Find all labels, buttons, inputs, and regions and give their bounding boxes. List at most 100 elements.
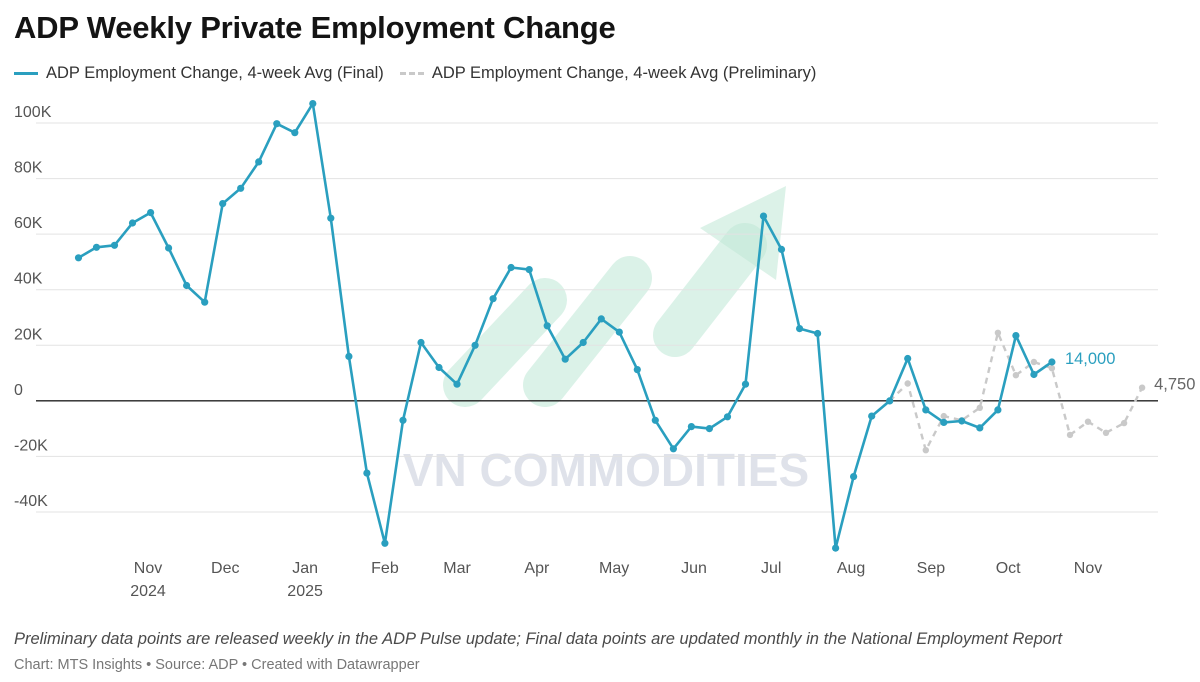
- x-tick-label: Oct: [996, 560, 1021, 577]
- data-point-preliminary: [940, 412, 947, 420]
- y-tick-label: 100K: [14, 104, 52, 121]
- watermark: VN COMMODITIES: [403, 186, 809, 496]
- y-tick-label: -20K: [14, 437, 48, 454]
- data-point-final: [128, 219, 137, 227]
- data-point-final: [723, 413, 732, 421]
- data-point-final: [435, 363, 443, 372]
- data-point-final: [92, 243, 101, 251]
- legend-label-final: ADP Employment Change, 4-week Avg (Final…: [46, 64, 384, 82]
- data-point-final: [255, 158, 263, 166]
- data-point-final: [579, 338, 587, 347]
- data-point-final: [777, 245, 786, 253]
- chart-series: [74, 100, 1146, 552]
- data-point-preliminary: [1030, 358, 1038, 366]
- end-labels: 14,000 4,750: [1065, 350, 1195, 394]
- data-point-final: [1012, 332, 1020, 340]
- data-point-final: [74, 254, 83, 262]
- data-point-preliminary: [1066, 431, 1074, 439]
- data-point-final: [453, 380, 461, 388]
- legend-label-preliminary: ADP Employment Change, 4-week Avg (Preli…: [431, 64, 817, 82]
- legend-item-final: ADP Employment Change, 4-week Avg (Final…: [14, 64, 384, 83]
- data-point-final: [489, 295, 497, 303]
- data-point-preliminary: [1102, 429, 1110, 436]
- data-point-final: [741, 380, 750, 388]
- x-tick-label: Nov: [1074, 560, 1102, 577]
- x-tick-label: Mar: [443, 560, 471, 577]
- x-tick-year-label: 2025: [287, 583, 323, 600]
- y-tick-label: 80K: [14, 160, 43, 177]
- data-point-final: [1030, 370, 1038, 379]
- data-point-final: [994, 406, 1002, 414]
- data-point-final: [507, 263, 515, 272]
- data-point-final: [904, 354, 912, 363]
- data-point-final: [561, 355, 569, 363]
- data-point-final: [597, 315, 605, 323]
- chart-credit: Chart: MTS Insights • Source: ADP • Crea…: [14, 657, 420, 673]
- data-point-preliminary: [1084, 418, 1092, 425]
- data-point-final: [309, 100, 317, 108]
- chart-title: ADP Weekly Private Employment Change: [14, 10, 616, 45]
- x-tick-label: Sep: [917, 560, 946, 577]
- data-point-final: [471, 341, 479, 349]
- x-tick-label: Nov: [134, 560, 162, 577]
- data-point-preliminary: [1048, 365, 1056, 372]
- data-point-final: [832, 544, 840, 552]
- x-axis: Nov 2024 Dec Jan 2025 Feb Mar Apr May Jun Jul Aug Se…: [130, 560, 1102, 600]
- data-point-final: [922, 406, 930, 414]
- data-point-final: [669, 445, 678, 453]
- y-tick-label: -40K: [14, 493, 48, 510]
- watermark-bar-1: [443, 278, 567, 407]
- data-point-final: [237, 184, 245, 192]
- data-point-final: [363, 469, 371, 477]
- data-point-preliminary: [976, 404, 983, 411]
- watermark-arrow-icon: [700, 186, 786, 280]
- chart-grid: [36, 122, 1158, 513]
- data-point-preliminary: [1012, 372, 1020, 379]
- data-point-final: [525, 266, 533, 274]
- data-point-final: [1048, 358, 1056, 366]
- data-point-final: [615, 328, 623, 336]
- legend-swatch-final: [14, 72, 38, 75]
- data-point-final: [976, 424, 984, 432]
- data-point-final: [219, 200, 227, 208]
- y-tick-label: 40K: [14, 271, 43, 288]
- x-tick-label: May: [599, 560, 629, 577]
- x-tick-label: Jul: [761, 560, 781, 577]
- x-tick-year-label: 2024: [130, 583, 166, 600]
- data-point-preliminary: [994, 329, 1002, 336]
- data-point-preliminary: [1120, 419, 1128, 427]
- data-point-final: [381, 539, 389, 547]
- chart-legend: ADP Employment Change, 4-week Avg (Final…: [14, 64, 832, 83]
- data-point-final: [759, 212, 768, 220]
- x-tick-label: Jan: [292, 560, 318, 577]
- data-point-final: [273, 120, 281, 128]
- data-point-final: [399, 416, 407, 424]
- y-tick-label: 60K: [14, 215, 43, 232]
- y-axis: -40K -20K 0 20K 40K 60K 80K 100K: [14, 104, 52, 510]
- line-chart: VN COMMODITIES -40K -20K 0 20K 40K 60K 80K 100K…: [14, 100, 1195, 600]
- data-point-final: [940, 418, 948, 426]
- x-tick-label: Feb: [371, 560, 399, 577]
- data-point-final: [850, 473, 858, 481]
- data-point-final: [651, 416, 659, 424]
- data-point-final: [705, 425, 714, 433]
- watermark-bar-2: [523, 256, 652, 407]
- series-line-preliminary: [888, 331, 1144, 452]
- x-tick-label: Dec: [211, 560, 239, 577]
- end-label-preliminary: 4,750: [1154, 376, 1195, 394]
- chart-notes: Preliminary data points are released wee…: [14, 630, 1063, 648]
- data-point-final: [958, 417, 966, 425]
- data-point-final: [201, 298, 209, 306]
- data-point-final: [345, 352, 353, 360]
- data-point-final: [147, 209, 155, 217]
- y-tick-label: 20K: [14, 326, 43, 343]
- data-point-final: [687, 423, 696, 431]
- data-point-final: [796, 325, 804, 333]
- data-point-final: [165, 244, 173, 252]
- data-point-final: [183, 281, 191, 290]
- data-point-final: [868, 412, 876, 420]
- legend-swatch-preliminary: [399, 72, 424, 75]
- data-point-preliminary: [922, 447, 929, 454]
- legend-item-preliminary: ADP Employment Change, 4-week Avg (Preli…: [399, 64, 817, 83]
- data-point-final: [633, 366, 641, 374]
